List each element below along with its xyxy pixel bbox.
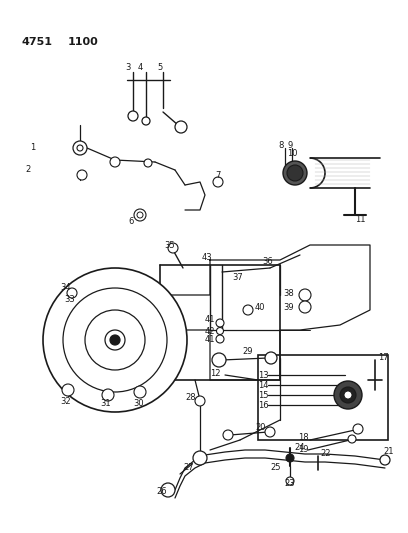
Circle shape [213, 177, 223, 187]
Circle shape [286, 454, 294, 462]
Circle shape [144, 159, 152, 167]
Text: 4751: 4751 [22, 37, 53, 47]
Text: 19: 19 [298, 445, 308, 454]
Circle shape [73, 141, 87, 155]
Circle shape [142, 117, 150, 125]
Text: 3: 3 [125, 63, 131, 72]
Text: 41: 41 [205, 335, 215, 344]
Text: 21: 21 [383, 448, 393, 456]
Circle shape [85, 310, 145, 370]
Text: 17: 17 [378, 353, 389, 362]
Text: 39: 39 [283, 303, 294, 311]
Circle shape [134, 386, 146, 398]
Circle shape [299, 301, 311, 313]
Text: 31: 31 [100, 399, 111, 408]
Text: 22: 22 [320, 449, 330, 458]
Circle shape [217, 327, 224, 335]
Circle shape [380, 455, 390, 465]
Circle shape [283, 161, 307, 185]
Text: 18: 18 [298, 433, 308, 442]
Text: 32: 32 [60, 398, 71, 407]
Text: 15: 15 [258, 391, 268, 400]
Circle shape [223, 430, 233, 440]
Circle shape [243, 305, 253, 315]
Circle shape [77, 145, 83, 151]
Circle shape [193, 451, 207, 465]
Text: 26: 26 [156, 488, 166, 497]
Circle shape [287, 165, 303, 181]
Text: 5: 5 [157, 63, 162, 72]
Circle shape [348, 435, 356, 443]
Text: 25: 25 [270, 464, 281, 472]
Text: 8: 8 [278, 141, 284, 149]
Text: 14: 14 [258, 381, 268, 390]
Circle shape [62, 384, 74, 396]
Circle shape [110, 157, 120, 167]
Circle shape [212, 353, 226, 367]
Text: 11: 11 [355, 215, 366, 224]
Text: 1100: 1100 [68, 37, 99, 47]
Text: 35: 35 [164, 240, 175, 249]
Bar [258, 355, 388, 440]
Text: 37: 37 [232, 273, 243, 282]
Circle shape [195, 396, 205, 406]
Text: 30: 30 [133, 399, 144, 408]
Text: 29: 29 [242, 348, 253, 357]
Circle shape [299, 289, 311, 301]
Circle shape [67, 288, 77, 298]
Text: 4: 4 [138, 63, 143, 72]
Circle shape [161, 483, 175, 497]
Text: 16: 16 [258, 400, 268, 409]
Circle shape [63, 288, 167, 392]
Circle shape [102, 389, 114, 401]
Text: 7: 7 [215, 172, 220, 181]
Text: 13: 13 [258, 370, 268, 379]
Circle shape [265, 352, 277, 364]
Circle shape [286, 477, 294, 485]
Text: 34: 34 [60, 284, 71, 293]
Text: 24: 24 [294, 443, 304, 453]
Text: 42: 42 [205, 327, 215, 335]
Text: 38: 38 [283, 288, 294, 297]
Circle shape [334, 381, 362, 409]
Circle shape [353, 424, 363, 434]
Text: 6: 6 [128, 217, 133, 227]
Circle shape [344, 391, 352, 399]
Circle shape [128, 111, 138, 121]
Text: 43: 43 [202, 254, 213, 262]
Circle shape [216, 319, 224, 327]
Text: 41: 41 [205, 316, 215, 325]
Circle shape [168, 243, 178, 253]
Circle shape [175, 121, 187, 133]
Text: 12: 12 [210, 368, 220, 377]
Text: 23: 23 [284, 480, 295, 489]
Text: 20: 20 [255, 424, 266, 432]
Circle shape [43, 268, 187, 412]
Text: 1: 1 [30, 143, 35, 152]
Circle shape [137, 212, 143, 218]
Text: 10: 10 [287, 149, 297, 158]
Text: 40: 40 [255, 303, 266, 312]
Circle shape [265, 427, 275, 437]
Circle shape [77, 170, 87, 180]
Text: 33: 33 [64, 295, 75, 304]
Text: 28: 28 [185, 393, 195, 402]
Circle shape [105, 330, 125, 350]
Circle shape [340, 387, 356, 403]
Text: 36: 36 [262, 257, 273, 266]
Text: 9: 9 [287, 141, 292, 149]
Text: 27: 27 [183, 464, 194, 472]
Text: 2: 2 [25, 166, 30, 174]
Circle shape [110, 335, 120, 345]
Circle shape [134, 209, 146, 221]
Circle shape [216, 335, 224, 343]
